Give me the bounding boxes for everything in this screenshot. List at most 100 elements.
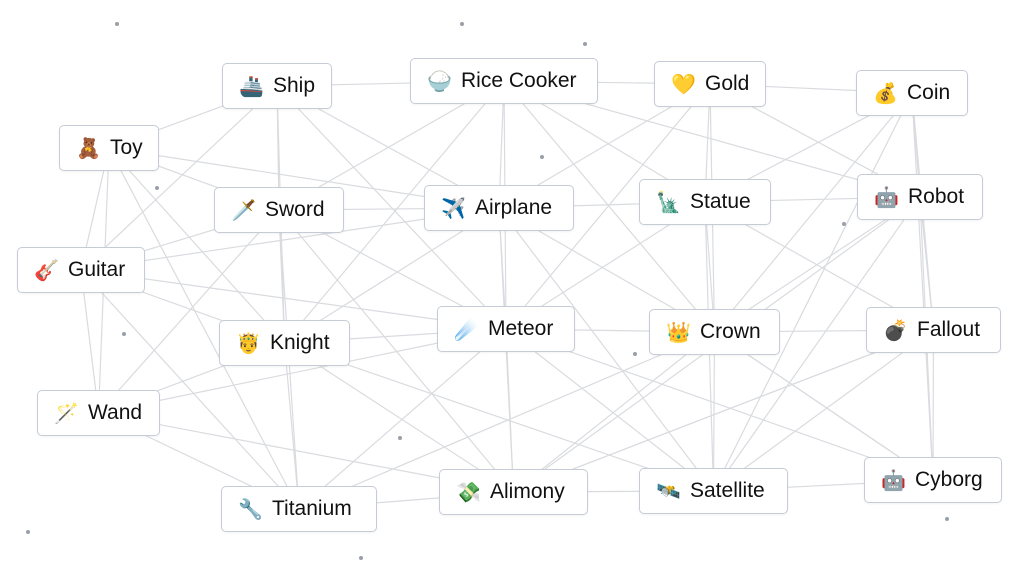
element-label: Knight [270,331,330,354]
element-label: Alimony [490,480,565,503]
particle [26,530,30,534]
edge-Toy-Titanium [108,147,300,510]
element-meteor[interactable]: ☄️ Meteor [437,306,575,352]
robot-icon: 🤖 [874,186,899,209]
edge-Satellite-Knight [284,342,714,492]
particle [583,42,587,46]
edge-Sword-Alimony [278,209,514,493]
element-titanium[interactable]: 🔧 Titanium [221,486,377,532]
particle [359,556,363,560]
particle [115,22,119,26]
edge-Coin-Crown [714,92,913,333]
guitar-icon: 🎸 [34,259,59,282]
edge-Guitar-Meteor [80,269,507,330]
edge-Coin-Satellite [712,92,913,492]
crown-icon: 👑 [666,321,691,344]
element-label: Gold [705,72,750,95]
dagger-icon: 🗡️ [231,199,256,222]
element-label: Fallout [917,318,981,341]
edge-Ship-Guitar [80,85,278,271]
particle [155,186,159,190]
edge-Crown-Satellite [712,331,716,492]
element-label: Wand [88,401,143,424]
element-airplane[interactable]: ✈️ Airplane [424,185,574,231]
element-label: Rice Cooker [461,69,577,92]
element-gold[interactable]: 💛 Gold [654,61,766,107]
edge-Gold-Meteor [505,83,711,330]
particle [842,222,846,226]
particle [945,517,949,521]
element-label: Cyborg [915,468,983,491]
element-label: Meteor [488,317,554,340]
particle [398,436,402,440]
particle [460,22,464,26]
edge-Meteor-Satellite [505,328,714,492]
edge-Rice Cooker-Knight [284,80,505,344]
edge-Fallout-Cyborg [932,329,935,481]
element-label: Titanium [272,497,352,520]
element-label: Robot [908,185,965,208]
particle [633,352,637,356]
edge-Meteor-Alimony [505,328,515,493]
element-statue[interactable]: 🗽 Statue [639,179,771,225]
edge-Guitar-Wand [80,269,100,414]
element-cyborg[interactable]: 🤖 Cyborg [864,457,1002,503]
edge-Cyborg-Meteor [505,328,934,481]
edge-Knight-Titanium [283,342,300,510]
particle [122,332,126,336]
edge-Meteor-Titanium [298,328,507,510]
edge-Fallout-Satellite [713,329,934,492]
edge-Airplane-Satellite [498,207,714,492]
element-label: Satellite [690,479,765,502]
magic-wand-icon: 🪄 [54,402,79,425]
element-crown[interactable]: 👑 Crown [649,309,780,355]
edge-Guitar-Titanium [80,269,300,510]
satellite-icon: 🛰️ [656,480,681,503]
element-label: Statue [690,190,751,213]
edge-Robot-Satellite [713,196,921,492]
element-guitar[interactable]: 🎸 Guitar [17,247,145,293]
element-satellite[interactable]: 🛰️ Satellite [639,468,788,514]
element-fallout[interactable]: 💣 Fallout [866,307,1001,353]
element-ship[interactable]: 🚢 Ship [222,63,332,109]
edge-Ship-Meteor [276,85,507,330]
edge-Knight-Alimony [284,342,514,493]
money-bag-icon: 💰 [873,82,898,105]
rice-cooker-icon: 🍚 [427,70,452,93]
yellow-heart-icon: 💛 [671,73,696,96]
element-robot[interactable]: 🤖 Robot [857,174,983,220]
edge-Cyborg-Crown [714,331,934,481]
element-label: Guitar [68,258,126,281]
element-label: Airplane [475,196,553,219]
element-label: Crown [700,320,761,343]
edge-Coin-Cyborg [911,92,934,481]
element-alimony[interactable]: 💸 Alimony [439,469,588,515]
edge-Titanium-Crown [298,331,715,510]
element-label: Ship [273,74,316,97]
airplane-icon: ✈️ [441,197,466,220]
element-sword[interactable]: 🗡️ Sword [214,187,344,233]
element-label: Toy [110,136,143,159]
particle [540,155,544,159]
wrench-icon: 🔧 [238,498,263,521]
robot-icon: 🤖 [881,469,906,492]
statue-of-liberty-icon: 🗽 [656,191,681,214]
element-rice-cooker[interactable]: 🍚 Rice Cooker [410,58,598,104]
edge-Wand-Sword [98,209,280,414]
element-knight[interactable]: 🤴 Knight [219,320,350,366]
bomb-icon: 💣 [883,319,908,342]
element-label: Coin [907,81,951,104]
element-wand[interactable]: 🪄 Wand [37,390,160,436]
element-label: Sword [265,198,325,221]
money-with-wings-icon: 💸 [456,481,481,504]
edge-Rice Cooker-Crown [503,80,715,333]
element-toy[interactable]: 🧸 Toy [59,125,159,171]
comet-icon: ☄️ [454,318,479,341]
prince-icon: 🤴 [236,332,261,355]
edge-Toy-Knight [108,147,285,344]
edge-Fallout-Alimony [513,329,934,493]
ship-icon: 🚢 [239,75,264,98]
teddy-bear-icon: 🧸 [76,137,101,160]
edge-Crown-Alimony [513,331,715,493]
element-coin[interactable]: 💰 Coin [856,70,968,116]
